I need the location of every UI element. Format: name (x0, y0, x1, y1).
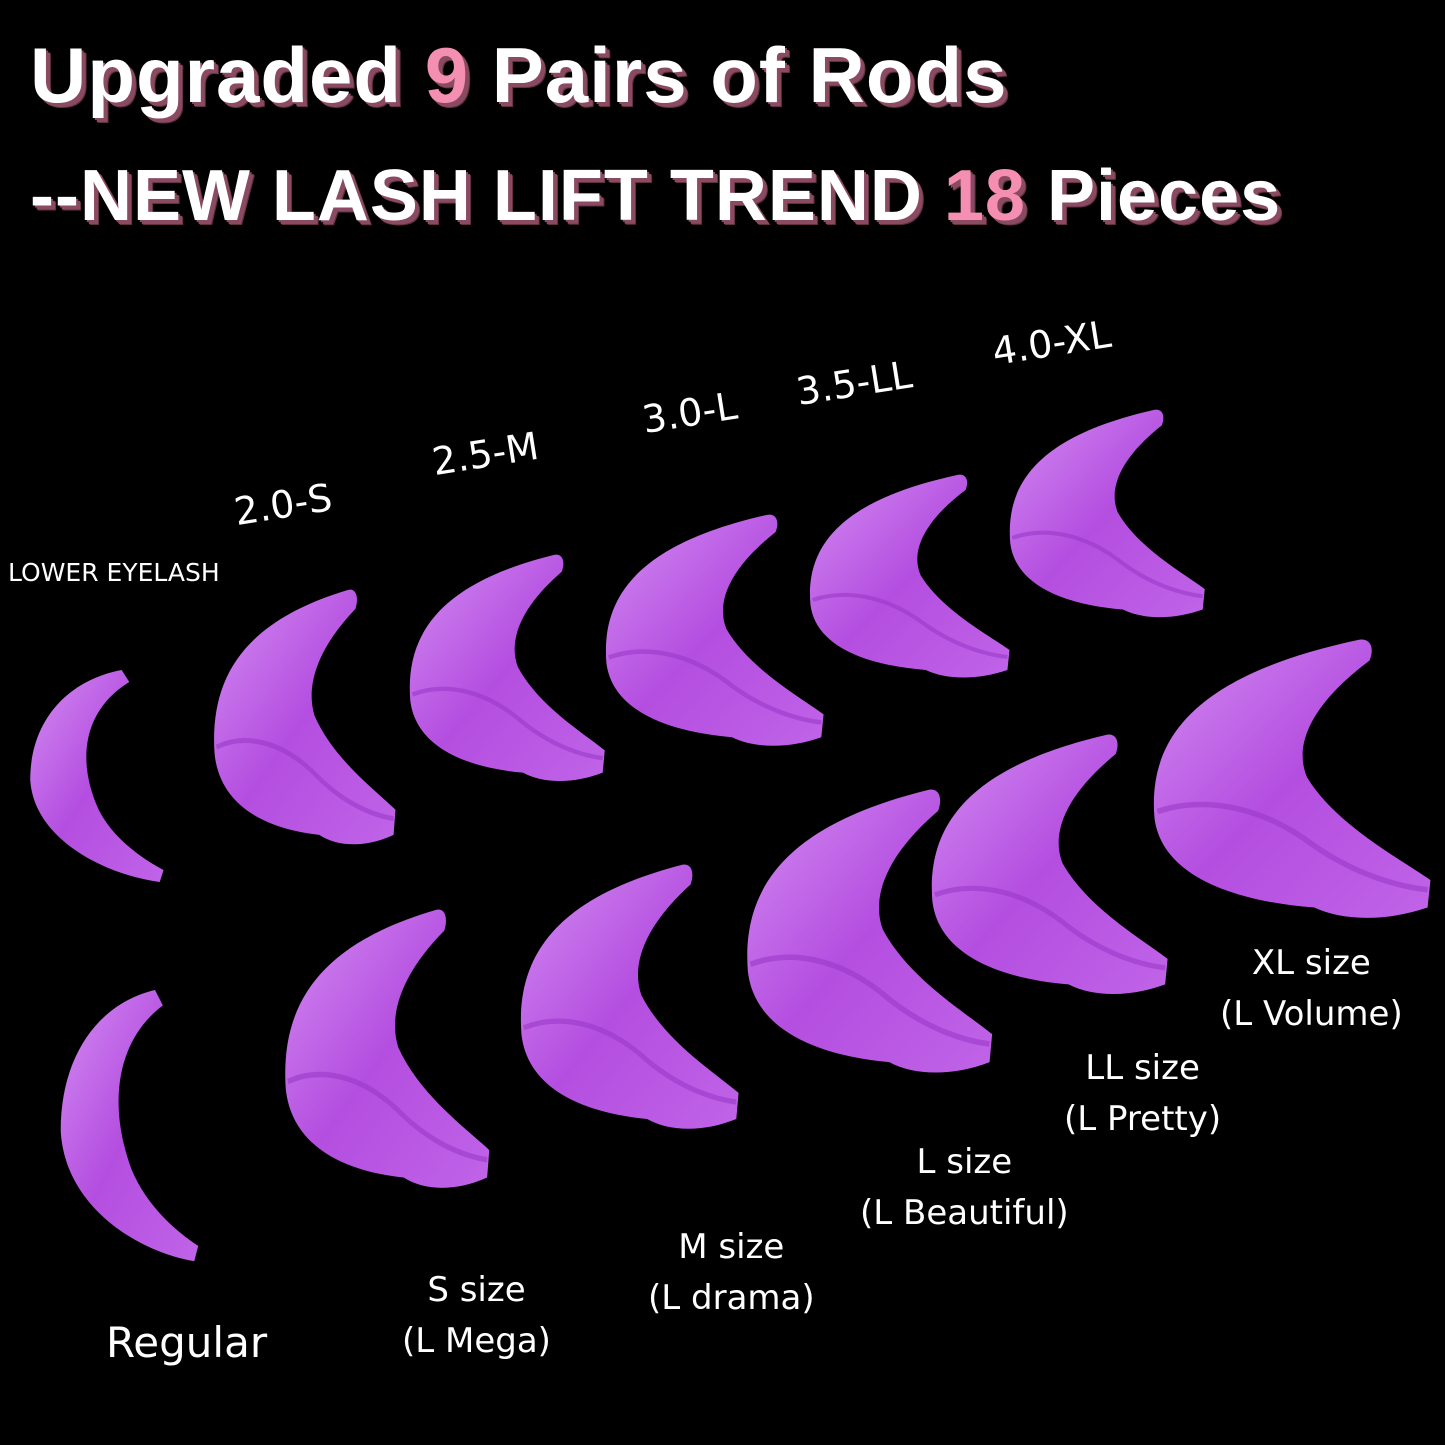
label-ll-size: LL size (L Pretty) (1064, 1043, 1221, 1145)
style-name: (L Beautiful) (860, 1193, 1069, 1233)
label-m-size: M size (L drama) (648, 1222, 815, 1324)
rod-groove (287, 1071, 488, 1163)
rod-3-0-l (605, 514, 824, 746)
size-name: XL size (1251, 943, 1371, 983)
regular-rod (60, 990, 199, 1262)
rod-groove (749, 954, 990, 1047)
style-name: (L drama) (648, 1278, 815, 1318)
piece-count: 18 (943, 156, 1026, 236)
rod-shape (285, 909, 490, 1188)
rod-shape (30, 670, 164, 882)
rod-ll-size (931, 734, 1168, 995)
rod-groove (1156, 801, 1428, 893)
headline-text: Upgraded (30, 31, 425, 119)
headline-line-2: --NEW LASH LIFT TREND 18 Pieces (30, 155, 1281, 237)
rod-4-0-xl (1009, 409, 1205, 618)
label-s-size: S size (L Mega) (402, 1265, 551, 1367)
rod-shape (931, 734, 1168, 995)
size-name: S size (427, 1270, 526, 1310)
label-xl-size: XL size (L Volume) (1220, 938, 1403, 1040)
rod-shape (214, 589, 396, 845)
rod-3-5-ll (809, 474, 1010, 678)
rod-shape (747, 789, 993, 1073)
rod-shape (605, 514, 824, 746)
rod-2-0-s (214, 589, 396, 845)
rod-shape (520, 864, 739, 1129)
headline-text: Pieces (1025, 156, 1282, 236)
size-name: LL size (1085, 1048, 1200, 1088)
label-l-size: L size (L Beautiful) (860, 1137, 1069, 1239)
size-name: M size (678, 1227, 785, 1267)
rod-groove (215, 738, 394, 822)
headline-text: --NEW LASH LIFT TREND (30, 156, 944, 236)
rod-m-size (520, 864, 739, 1129)
style-name: (L Volume) (1220, 994, 1403, 1034)
rod-xl-size (1153, 639, 1431, 918)
label-lower-eyelash: LOWER EYELASH (8, 558, 220, 587)
rod-shape (809, 474, 1010, 678)
pair-count: 9 (424, 31, 470, 119)
rod-shape (1009, 409, 1205, 618)
rod-groove (522, 1018, 737, 1105)
label-regular: Regular (106, 1318, 268, 1367)
rod-2-5-m (409, 554, 605, 782)
headline-text: Pairs of Rods (469, 31, 1008, 119)
rod-groove (411, 686, 603, 761)
rod-groove (934, 885, 1166, 971)
lower-eyelash-rod (30, 670, 164, 882)
headline-line-1: Upgraded 9 Pairs of Rods (30, 30, 1008, 121)
rod-groove (607, 649, 822, 725)
style-name: (L Mega) (402, 1321, 551, 1361)
rod-l-size (747, 789, 993, 1073)
rod-shape (1153, 639, 1431, 918)
rod-groove (811, 592, 1008, 659)
rod-shape (409, 554, 605, 782)
rod-groove (1011, 530, 1203, 599)
rod-shape (60, 990, 199, 1262)
rod-s-size (285, 909, 490, 1188)
style-name: (L Pretty) (1064, 1099, 1222, 1139)
size-name: L size (916, 1142, 1013, 1182)
